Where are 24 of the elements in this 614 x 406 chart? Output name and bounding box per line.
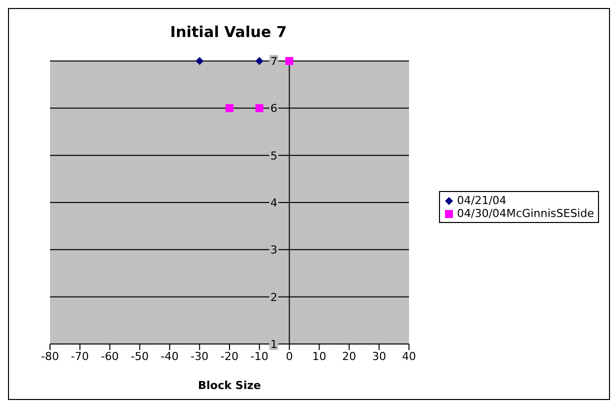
x-tick-label: -80	[41, 350, 59, 363]
x-tick-label: 30	[372, 350, 386, 363]
x-tick-label: -30	[190, 350, 209, 363]
x-tick-label: -10	[250, 350, 268, 363]
x-tick-label: -70	[70, 350, 89, 363]
chart-title: Initial Value 7	[169, 23, 288, 41]
x-axis-title: Block Size	[198, 379, 261, 392]
x-tick-label: 40	[402, 350, 416, 363]
y-tick-label: 6	[270, 102, 278, 116]
x-tick-label: 10	[312, 350, 326, 363]
y-tick-label: 7	[270, 55, 278, 68]
y-tick-label: 1	[270, 338, 278, 351]
x-tick-label: -60	[100, 350, 119, 363]
x-tick-label: -50	[130, 350, 149, 363]
y-tick-label: 3	[270, 244, 278, 257]
x-tick-label: -20	[220, 350, 238, 363]
legend-label: 04/30/04McGinnisSESide	[457, 207, 594, 220]
y-tick-label: 2	[270, 290, 278, 304]
legend-label: 04/21/04	[457, 194, 506, 207]
y-tick-label: 4	[270, 196, 278, 210]
x-tick-label: 20	[342, 350, 356, 363]
x-tick-label: 0	[286, 350, 293, 363]
y-tick-label: 5	[270, 149, 278, 162]
x-tick-label: -40	[160, 350, 179, 363]
